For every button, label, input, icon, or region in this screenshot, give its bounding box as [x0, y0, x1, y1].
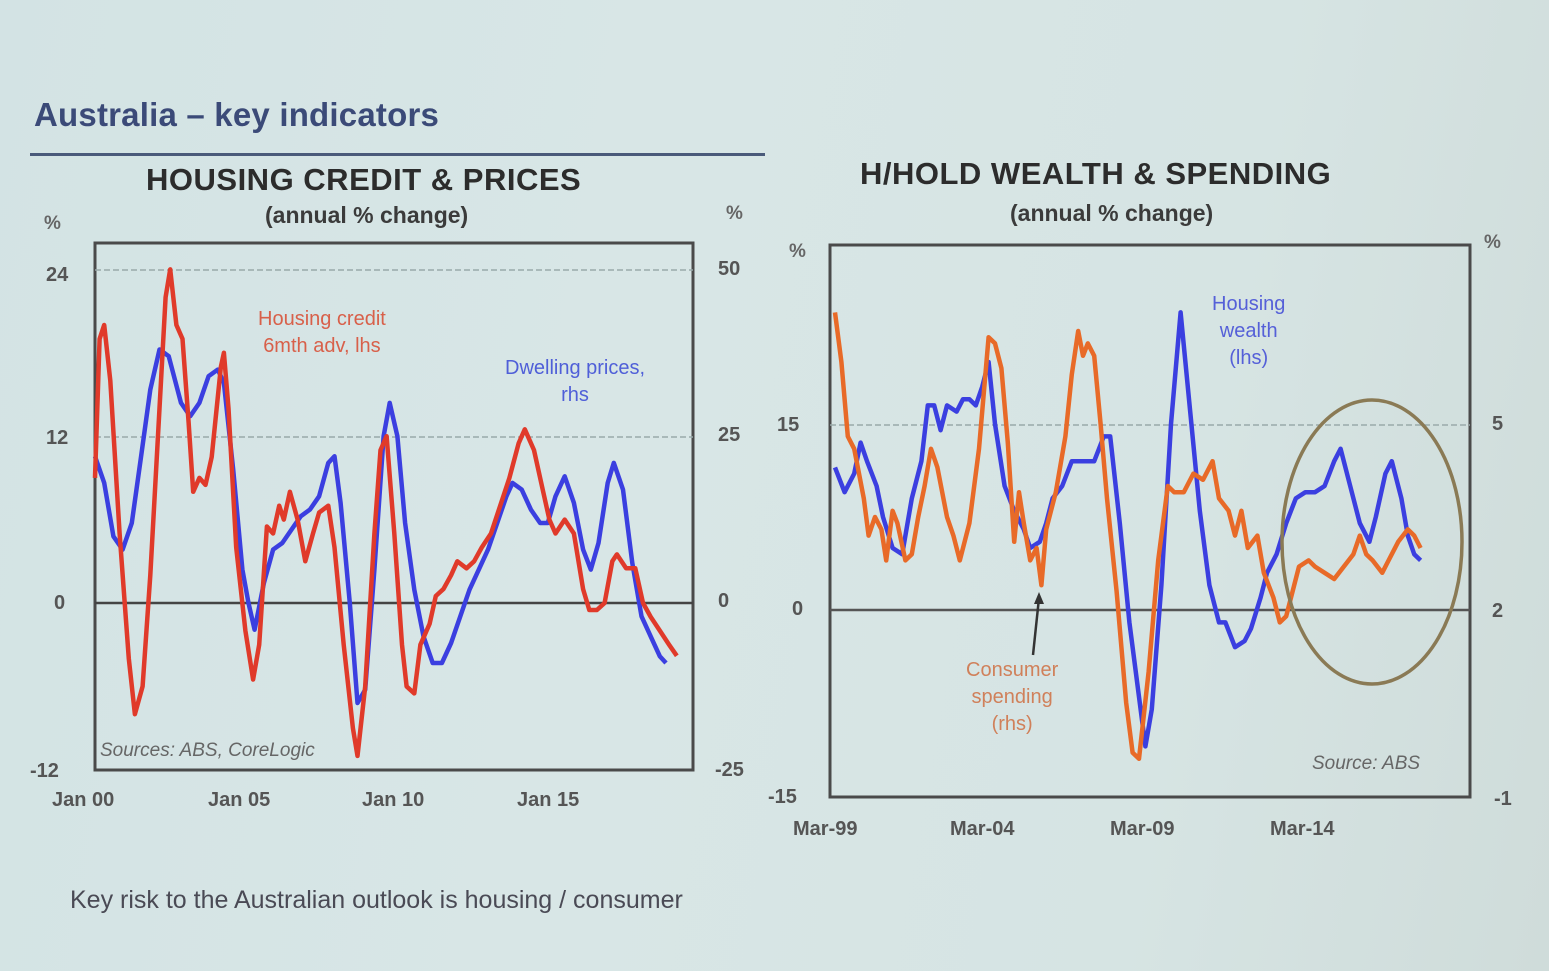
slide-footer-note: Key risk to the Australian outlook is ho…	[70, 886, 683, 914]
title-divider	[30, 153, 765, 156]
left-lhs-tick: 0	[54, 592, 66, 614]
consumer-spending-label-line1: Consumer	[966, 659, 1059, 681]
left-x-tick: Jan 15	[517, 789, 580, 811]
dwelling-prices-label: Dwelling prices, rhs	[505, 355, 645, 409]
left-rhs-unit: %	[726, 203, 743, 224]
housing-credit-label-line2: 6mth adv, lhs	[263, 335, 381, 357]
left-x-tick: Jan 00	[52, 789, 115, 811]
left-rhs-tick: -25	[715, 759, 744, 781]
right-lhs-tick: -15	[768, 786, 797, 808]
housing-wealth-label-line1: Housing	[1212, 293, 1286, 315]
right-rhs-tick: 5	[1492, 413, 1504, 435]
housing-credit-line	[92, 267, 679, 759]
right-lhs-unit: %	[789, 241, 806, 262]
dwelling-prices-line	[92, 347, 668, 706]
housing-credit-label-line1: Housing credit	[258, 308, 386, 330]
right-x-tick: Mar-99	[793, 818, 858, 840]
right-x-tick: Mar-04	[950, 818, 1015, 840]
left-lhs-tick: 12	[46, 427, 69, 449]
right-source-note: Source: ABS	[1312, 753, 1421, 774]
left-chart-subtitle: (annual % change)	[265, 202, 469, 228]
slide-title: Australia – key indicators	[34, 96, 440, 133]
right-x-tick: Mar-14	[1270, 818, 1335, 840]
right-chart-subtitle: (annual % change)	[1010, 200, 1214, 226]
consumer-spending-label-line2: spending	[971, 686, 1053, 708]
right-lhs-tick: 0	[792, 598, 804, 620]
right-rhs-tick: -1	[1494, 788, 1512, 810]
housing-wealth-label-line3: (lhs)	[1229, 347, 1269, 369]
highlight-ellipse	[1280, 398, 1464, 686]
left-lhs-unit: %	[44, 213, 61, 234]
left-rhs-tick: 50	[718, 258, 741, 280]
left-rhs-tick: 25	[718, 424, 741, 446]
left-rhs-tick: 0	[718, 590, 730, 612]
left-x-tick: Jan 10	[362, 789, 425, 811]
left-x-tick: Jan 05	[208, 789, 271, 811]
dwelling-prices-label-line2: rhs	[561, 384, 589, 406]
left-lhs-tick: 24	[46, 264, 69, 286]
right-lhs-tick: 15	[777, 414, 800, 436]
right-rhs-unit: %	[1484, 232, 1501, 253]
left-lhs-tick: -12	[30, 760, 59, 782]
consumer-spending-label: Consumer spending (rhs)	[966, 657, 1058, 738]
right-x-tick: Mar-09	[1110, 818, 1175, 840]
housing-wealth-label: Housing wealth (lhs)	[1212, 291, 1285, 372]
left-source-note: Sources: ABS, CoreLogic	[100, 740, 315, 761]
housing-wealth-label-line2: wealth	[1219, 320, 1278, 342]
housing-credit-label: Housing credit 6mth adv, lhs	[258, 306, 386, 360]
consumer-spending-label-line3: (rhs)	[991, 713, 1033, 735]
consumer-spending-line	[832, 312, 1423, 762]
dwelling-prices-label-line1: Dwelling prices,	[505, 357, 646, 379]
left-chart-title: HOUSING CREDIT & PRICES	[146, 162, 582, 197]
right-chart-title: H/HOLD WEALTH & SPENDING	[860, 156, 1332, 191]
annotation-arrow	[1031, 592, 1044, 656]
housing-wealth-line	[832, 310, 1423, 749]
right-rhs-tick: 2	[1492, 600, 1504, 622]
